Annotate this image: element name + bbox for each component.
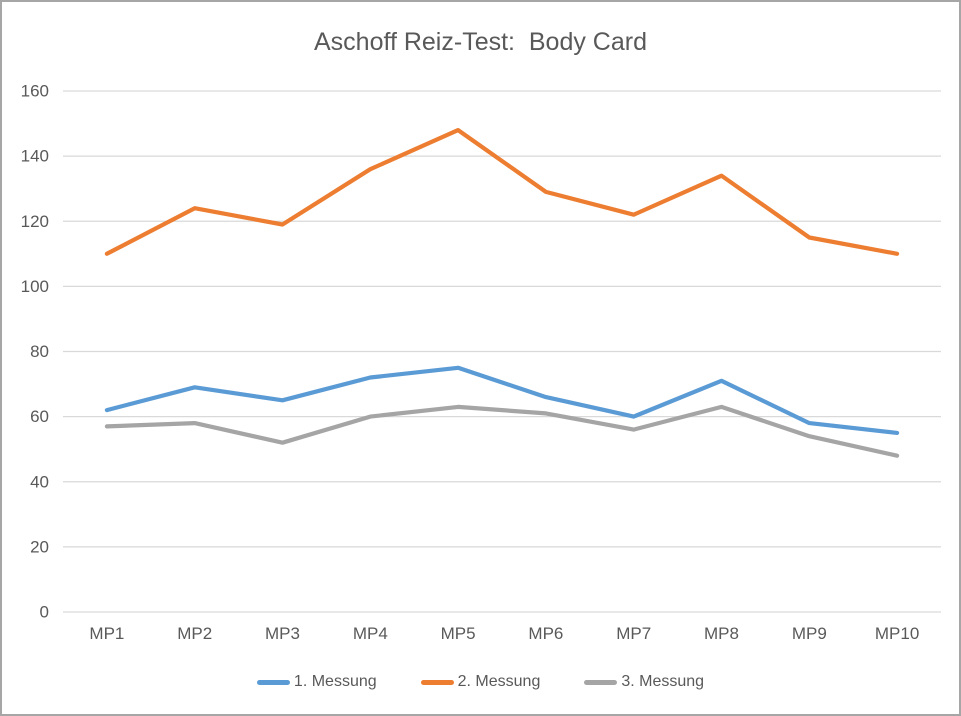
y-tick-label: 80 [30, 342, 49, 361]
series-line-1 [104, 365, 900, 435]
series-line-3 [104, 404, 900, 458]
x-tick-label: MP1 [89, 624, 124, 643]
x-tick-label: MP8 [704, 624, 739, 643]
y-tick-label: 140 [21, 147, 49, 166]
y-tick-label: 120 [21, 212, 49, 231]
x-tick-label: MP3 [265, 624, 300, 643]
y-tick-label: 20 [30, 537, 49, 556]
legend-item: 1. Messung [256, 673, 377, 691]
legend-label: 3. Messung [621, 673, 705, 690]
legend-label: 2. Messung [457, 673, 541, 690]
x-tick-label: MP4 [353, 624, 388, 643]
y-tick-label: 0 [40, 603, 49, 622]
legend-item: 3. Messung [584, 673, 704, 691]
y-tick-label: 40 [30, 472, 49, 491]
legend-label: 1. Messung [293, 673, 377, 690]
x-tick-label: MP2 [177, 624, 212, 643]
x-tick-label: MP7 [616, 624, 651, 643]
y-tick-label: 100 [21, 277, 49, 296]
chart-legend: 1. Messung 2. Messung 3. Messung [2, 667, 959, 697]
x-tick-label: MP10 [875, 624, 919, 643]
y-tick-label: 60 [30, 407, 49, 426]
legend-marker [420, 679, 454, 685]
y-tick-label: 160 [21, 82, 49, 101]
legend-marker [256, 679, 290, 685]
x-tick-label: MP6 [528, 624, 563, 643]
x-tick-label: MP5 [441, 624, 476, 643]
line-chart-canvas: 0 20 40 60 80 100 120 140 160 MP1 MP2 MP3 MP4 MP5 MP6 M… [21, 82, 941, 643]
legend-item: 2. Messung [420, 673, 541, 691]
chart-title: Aschoff Reiz-Test: Body Card [313, 28, 647, 56]
x-tick-label: MP9 [792, 624, 827, 643]
series-line-2 [104, 128, 900, 256]
legend-marker [584, 679, 618, 685]
